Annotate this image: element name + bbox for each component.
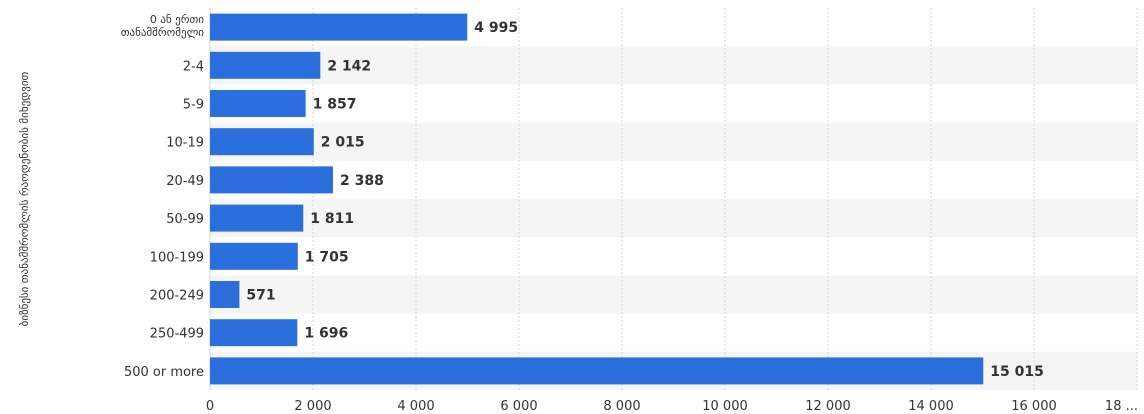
bar[interactable] <box>210 13 468 41</box>
category-label: 200-249 <box>150 289 204 304</box>
data-label: 15 015 <box>990 364 1044 380</box>
x-tick-label: 8 000 <box>603 399 640 414</box>
x-tick-label: 4 000 <box>397 399 434 414</box>
data-label: 1 696 <box>304 326 348 342</box>
bar[interactable] <box>210 128 314 156</box>
category-label: 500 or more <box>124 365 204 380</box>
x-tick-label: 12 000 <box>805 399 851 414</box>
data-label: 2 142 <box>327 58 371 74</box>
row-band <box>210 199 1137 238</box>
x-tick-label: 0 <box>206 399 214 414</box>
x-tick-label: 14 000 <box>908 399 954 414</box>
row-band <box>210 122 1137 161</box>
category-label: 0 ან ერთი თანამშრომელი <box>121 13 205 39</box>
bar[interactable] <box>210 90 306 117</box>
data-label: 571 <box>246 288 275 304</box>
x-tick-label: 10 000 <box>702 399 748 414</box>
bar[interactable] <box>210 51 321 79</box>
bar[interactable] <box>210 204 304 232</box>
x-tick-label: 16 000 <box>1011 399 1057 414</box>
y-axis-label: ბიზნესი თანამშრომლის რაოდენობის მიხედვით <box>18 71 31 326</box>
bars <box>210 13 984 385</box>
data-label: 4 995 <box>474 20 518 36</box>
x-tick-label: 2 000 <box>294 399 331 414</box>
bar[interactable] <box>210 319 298 347</box>
bar[interactable] <box>210 166 333 194</box>
x-tick-label: 6 000 <box>500 399 537 414</box>
category-label: 2-4 <box>183 59 204 74</box>
category-label: 100-199 <box>150 250 204 265</box>
bar[interactable] <box>210 281 240 308</box>
bar[interactable] <box>210 242 298 270</box>
category-label: 50-99 <box>166 212 204 227</box>
category-label: 10-19 <box>166 136 204 151</box>
data-label: 2 015 <box>321 135 365 151</box>
row-band <box>210 46 1137 85</box>
row-band <box>210 275 1137 314</box>
category-labels: 0 ან ერთი თანამშრომელი 2-4 5-9 10-19 20-49 50-… <box>121 13 205 380</box>
bar[interactable] <box>210 357 984 385</box>
data-label: 1 857 <box>313 97 357 113</box>
category-label: 250-499 <box>150 327 204 342</box>
x-tick-label: 18 ... <box>1105 399 1138 414</box>
data-label: 1 705 <box>305 249 349 265</box>
category-label: 20-49 <box>166 174 204 189</box>
data-label: 2 388 <box>340 173 384 189</box>
x-tick-labels: 0 2 000 4 000 6 000 8 000 10 000 12 000 14 000 1… <box>206 399 1138 414</box>
category-label: 5-9 <box>183 98 204 113</box>
value-labels: 4 995 2 142 1 857 2 015 2 388 1 811 1 705 571 1 … <box>246 20 1043 380</box>
data-label: 1 811 <box>310 211 354 227</box>
